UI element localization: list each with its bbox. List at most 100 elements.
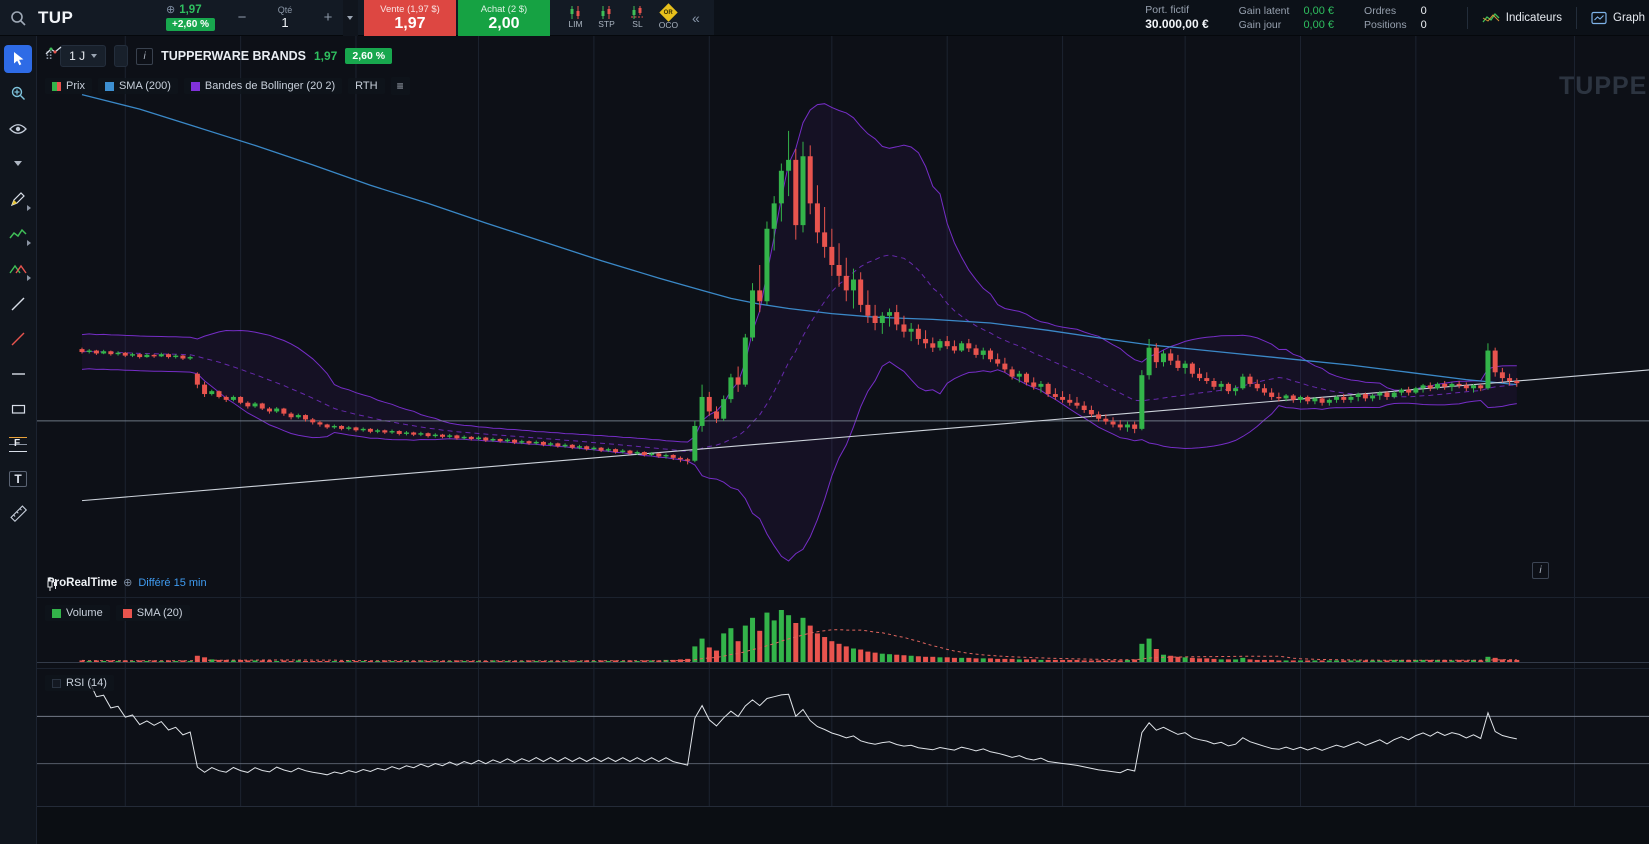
search-button[interactable] bbox=[0, 0, 36, 36]
pattern-tool[interactable] bbox=[4, 255, 32, 283]
price-pane: TUPPER ⠿ 1 J i TUPPERWARE BRANDS 1,97 2,… bbox=[37, 36, 1649, 597]
volume-chart-canvas[interactable] bbox=[37, 598, 1649, 668]
volume-pane: Volume SMA (20) bbox=[37, 597, 1649, 668]
chart-info-button[interactable]: i bbox=[1532, 562, 1549, 579]
graph-button[interactable]: Graph bbox=[1587, 0, 1649, 36]
fibonacci-tool[interactable]: F bbox=[4, 430, 32, 458]
portfolio-label: Port. fictif bbox=[1145, 4, 1189, 16]
chart-style-icon bbox=[45, 46, 62, 55]
legend-rsi[interactable]: RSI (14) bbox=[45, 675, 114, 691]
chart-header: ⠿ 1 J i TUPPERWARE BRANDS 1,97 2,60 % bbox=[45, 45, 393, 67]
draw-tool[interactable] bbox=[4, 185, 32, 213]
visibility-tool[interactable] bbox=[4, 115, 32, 143]
drawing-toolbar: F T bbox=[0, 36, 37, 844]
qty-label: Qté bbox=[277, 5, 293, 15]
time-axis[interactable] bbox=[37, 806, 1649, 844]
stop-order-icon bbox=[601, 6, 611, 20]
indicators-button[interactable]: Indicateurs bbox=[1478, 0, 1566, 36]
orders-count: 0 bbox=[1420, 4, 1427, 17]
timeframe-dropdown[interactable]: 1 J bbox=[60, 45, 107, 67]
rsi-legend: RSI (14) bbox=[45, 675, 114, 691]
order-type-sl-button[interactable]: SL bbox=[622, 0, 653, 36]
order-type-stp-button[interactable]: STP bbox=[591, 0, 622, 36]
gain-jour-value: 0,00 € bbox=[1303, 18, 1335, 31]
text-tool[interactable]: T bbox=[4, 465, 32, 493]
legend-volume[interactable]: Volume bbox=[45, 605, 110, 621]
line-chart-tool[interactable] bbox=[4, 220, 32, 248]
gain-latent-value: 0,00 € bbox=[1303, 4, 1335, 17]
line-chart-icon bbox=[9, 228, 27, 238]
rsi-chart-canvas[interactable] bbox=[37, 669, 1649, 806]
ticker-symbol-input[interactable]: TUP bbox=[38, 7, 74, 27]
chevron-down-icon bbox=[347, 15, 354, 20]
symbol-price: 1,97 bbox=[314, 49, 338, 63]
portfolio-value: 30.000,00 € bbox=[1145, 17, 1209, 31]
red-trendline-tool[interactable] bbox=[4, 325, 32, 353]
order-type-oco-button[interactable]: OR OCO bbox=[653, 0, 684, 36]
legend-rth[interactable]: RTH bbox=[348, 78, 385, 94]
quantity-stepper: − Qté 1 + bbox=[229, 0, 341, 36]
legend-sma200[interactable]: SMA (200) bbox=[97, 78, 178, 94]
text-tool-icon: T bbox=[9, 470, 27, 487]
collapse-order-panel-button[interactable]: « bbox=[684, 0, 708, 36]
sma-legend-swatch bbox=[104, 81, 114, 91]
price-legend: Prix SMA (200) Bandes de Bollinger (20 2… bbox=[45, 77, 410, 95]
change-badge: +2,60 % bbox=[166, 18, 215, 31]
diagonal-line-icon bbox=[11, 297, 25, 310]
search-icon bbox=[11, 10, 26, 26]
buy-button[interactable]: Achat (2 $) 2,00 bbox=[457, 0, 550, 36]
volume-legend: Volume SMA (20) bbox=[45, 605, 190, 621]
qty-increase-button[interactable]: + bbox=[315, 0, 341, 36]
red-diagonal-line-icon bbox=[11, 332, 25, 345]
legend-prix[interactable]: Prix bbox=[45, 78, 92, 94]
symbol-name: TUPPERWARE BRANDS bbox=[161, 49, 306, 63]
top-toolbar: TUP ⊕ 1,97 +2,60 % − Qté 1 + Vente (1,97… bbox=[0, 0, 1649, 36]
gains-block: Gain latent 0,00 € Gain jour 0,00 € bbox=[1239, 5, 1334, 31]
eye-icon bbox=[9, 123, 27, 134]
qty-input[interactable]: 1 bbox=[281, 15, 289, 30]
submenu-arrow-icon bbox=[27, 274, 31, 281]
stop-loss-icon bbox=[631, 6, 644, 20]
bollinger-legend-swatch bbox=[190, 81, 200, 91]
prorealtime-logo-text: ProRealTime bbox=[47, 577, 118, 589]
legend-volume-sma[interactable]: SMA (20) bbox=[115, 605, 190, 621]
buy-label: Achat (2 $) bbox=[480, 3, 528, 15]
chevron-down-icon bbox=[91, 54, 98, 58]
globe-icon: ⊕ bbox=[123, 576, 133, 589]
trendline-tool[interactable] bbox=[4, 290, 32, 318]
zoom-tool[interactable] bbox=[4, 80, 32, 108]
horizontal-line-tool[interactable] bbox=[4, 360, 32, 388]
price-chart-canvas[interactable] bbox=[37, 36, 1649, 597]
separator bbox=[1466, 6, 1468, 29]
positions-count: 0 bbox=[1420, 18, 1427, 31]
order-type-lim-button[interactable]: LIM bbox=[560, 0, 591, 36]
quote-block: ⊕ 1,97 +2,60 % bbox=[166, 4, 215, 31]
rsi-pane: RSI (14) bbox=[37, 668, 1649, 806]
legend-bollinger[interactable]: Bandes de Bollinger (20 2) bbox=[183, 78, 343, 94]
qty-dropdown-button[interactable] bbox=[342, 0, 358, 36]
ruler-tool[interactable] bbox=[4, 500, 32, 528]
rectangle-icon bbox=[11, 404, 25, 414]
buy-price: 2,00 bbox=[488, 14, 520, 32]
sell-label: Vente (1,97 $) bbox=[380, 3, 440, 15]
drag-handle-icon[interactable]: ⠿ bbox=[45, 50, 53, 63]
rsi-legend-swatch bbox=[52, 678, 61, 688]
more-tools-chevron[interactable] bbox=[4, 150, 32, 178]
horizontal-line-icon bbox=[11, 372, 25, 375]
gain-jour-label: Gain jour bbox=[1238, 18, 1282, 31]
chevron-down-icon bbox=[14, 161, 22, 166]
submenu-arrow-icon bbox=[27, 204, 31, 211]
symbol-info-button[interactable]: i bbox=[136, 47, 154, 65]
fibonacci-icon: F bbox=[9, 436, 27, 452]
ruler-icon bbox=[9, 505, 27, 523]
rectangle-tool[interactable] bbox=[4, 395, 32, 423]
positions-label: Positions bbox=[1364, 18, 1407, 31]
cursor-tool[interactable] bbox=[4, 44, 32, 73]
sell-button[interactable]: Vente (1,97 $) 1,97 bbox=[363, 0, 456, 36]
graph-window-icon bbox=[1591, 11, 1607, 24]
legend-menu-icon[interactable]: ≡ bbox=[390, 77, 410, 95]
chart-style-button[interactable] bbox=[45, 45, 129, 67]
delayed-globe-icon: ⊕ bbox=[166, 3, 176, 16]
delayed-data-link[interactable]: Différé 15 min bbox=[138, 577, 207, 589]
qty-decrease-button[interactable]: − bbox=[229, 0, 255, 36]
